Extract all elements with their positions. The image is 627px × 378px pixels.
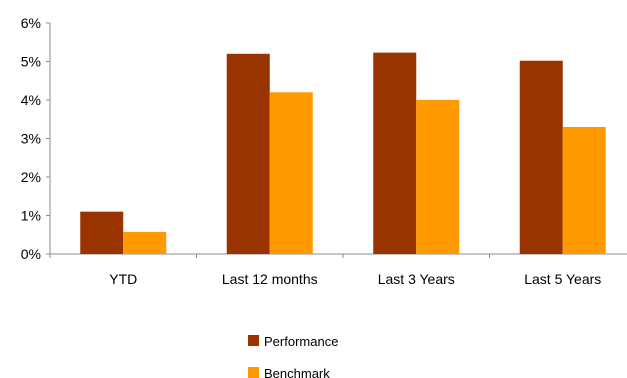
legend-label-benchmark: Benchmark bbox=[264, 366, 330, 378]
bar-performance-3 bbox=[519, 60, 563, 255]
y-tick-label: 1% bbox=[21, 208, 41, 224]
x-tick-label: Last 12 months bbox=[222, 271, 318, 287]
bar-benchmark-2 bbox=[416, 100, 460, 254]
y-tick-label: 2% bbox=[21, 169, 41, 185]
x-tick-label: Last 3 Years bbox=[378, 271, 455, 287]
legend-swatch-benchmark bbox=[248, 367, 259, 378]
y-tick-label: 0% bbox=[21, 246, 41, 262]
bars bbox=[80, 52, 606, 255]
x-tick-label: YTD bbox=[109, 271, 137, 287]
y-tick-label: 4% bbox=[21, 92, 41, 108]
legend-swatch-performance bbox=[248, 335, 259, 346]
bar-benchmark-3 bbox=[562, 126, 606, 254]
y-axis: 0% 1% 2% 3% 4% 5% 6% bbox=[21, 15, 51, 262]
legend: Performance Benchmark bbox=[248, 334, 338, 378]
x-axis bbox=[49, 253, 627, 258]
y-tick-label: 3% bbox=[21, 131, 41, 147]
y-tick-label: 5% bbox=[21, 54, 41, 70]
bar-benchmark-0 bbox=[123, 232, 167, 254]
y-tick-label: 6% bbox=[21, 15, 41, 31]
x-tick-label: Last 5 Years bbox=[524, 271, 601, 287]
x-tick-labels: YTD Last 12 months Last 3 Years Last 5 Year… bbox=[109, 271, 601, 287]
bar-performance-1 bbox=[226, 53, 270, 254]
bar-performance-0 bbox=[80, 211, 124, 254]
bar-benchmark-1 bbox=[269, 92, 313, 254]
bar-performance-2 bbox=[373, 52, 417, 254]
legend-label-performance: Performance bbox=[264, 334, 338, 349]
